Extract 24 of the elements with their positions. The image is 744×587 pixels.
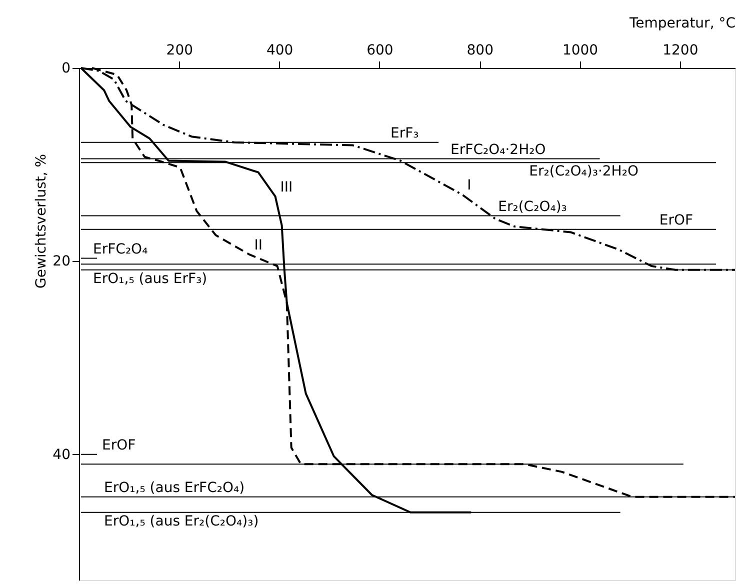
annotation: I xyxy=(467,178,472,194)
x-tick-label: 600 xyxy=(366,42,394,58)
x-tick-label: 800 xyxy=(466,42,494,58)
y-tick-label: 40 xyxy=(52,446,70,463)
x-tick-label: 1000 xyxy=(562,42,598,58)
y-axis-title: Gewichtsverlust, % xyxy=(34,154,50,288)
annotation: III xyxy=(280,179,293,196)
annotation: ErO₁,₅ (aus Er₂(C₂O₄)₃) xyxy=(104,513,259,530)
annotation: ErO₁,₅ (aus ErF₃) xyxy=(93,270,208,287)
annotation: ErOF xyxy=(102,437,136,454)
x-tick-label: 400 xyxy=(266,42,294,58)
annotation: Er₂(C₂O₄)₃·2H₂O xyxy=(529,164,638,180)
x-tick-label: 200 xyxy=(166,42,194,58)
annotation: Er₂(C₂O₄)₃ xyxy=(498,198,567,215)
annotation: ErOF xyxy=(659,212,694,228)
y-tick-label: 0 xyxy=(62,60,70,76)
annotation: ErO₁,₅ (aus ErFC₂O₄) xyxy=(104,480,245,496)
annotation: II xyxy=(254,237,263,254)
annotation: ErF₃ xyxy=(390,125,419,142)
x-tick-label: 1200 xyxy=(662,42,698,58)
x-axis-title: Temperatur, °C xyxy=(628,16,736,32)
y-tick-label: 20 xyxy=(52,254,70,270)
annotation: ErFC₂O₄ xyxy=(93,241,148,258)
annotation: ErFC₂O₄·2H₂O xyxy=(450,142,546,158)
